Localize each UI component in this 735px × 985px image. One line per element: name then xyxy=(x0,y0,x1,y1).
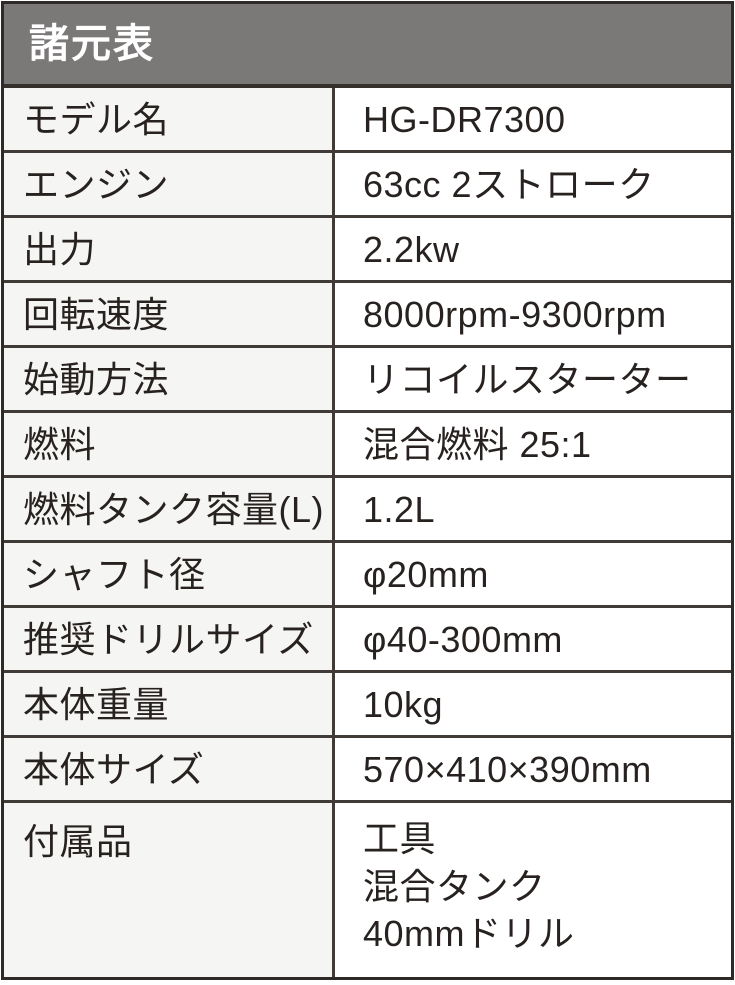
spec-value: φ40-300mm xyxy=(335,608,731,670)
spec-row: 推奨ドリルサイズ φ40-300mm xyxy=(4,608,731,673)
spec-row: 本体サイズ 570×410×390mm xyxy=(4,738,731,803)
spec-value: φ20mm xyxy=(335,543,731,605)
spec-label: 回転速度 xyxy=(4,283,335,345)
spec-value: 570×410×390mm xyxy=(335,738,731,800)
spec-value: 2.2kw xyxy=(335,218,731,280)
spec-row: 燃料 混合燃料 25:1 xyxy=(4,413,731,478)
spec-row: 付属品 工具 混合タンク 40mmドリル xyxy=(4,803,731,977)
spec-value: 10kg xyxy=(335,673,731,735)
spec-row: シャフト径 φ20mm xyxy=(4,543,731,608)
spec-value: 工具 混合タンク 40mmドリル xyxy=(335,803,731,977)
spec-label: シャフト径 xyxy=(4,543,335,605)
spec-value: リコイルスターター xyxy=(335,348,731,410)
spec-row: 燃料タンク容量(L) 1.2L xyxy=(4,478,731,543)
spec-label: 燃料タンク容量(L) xyxy=(4,478,335,540)
spec-row: エンジン 63cc 2ストローク xyxy=(4,153,731,218)
spec-row: 出力 2.2kw xyxy=(4,218,731,283)
spec-label: 出力 xyxy=(4,218,335,280)
spec-row: モデル名 HG-DR7300 xyxy=(4,88,731,153)
spec-value: 63cc 2ストローク xyxy=(335,153,731,215)
spec-label: 本体サイズ xyxy=(4,738,335,800)
spec-label: エンジン xyxy=(4,153,335,215)
spec-label: 推奨ドリルサイズ xyxy=(4,608,335,670)
spec-value: 1.2L xyxy=(335,478,731,540)
spec-label: 本体重量 xyxy=(4,673,335,735)
spec-value: HG-DR7300 xyxy=(335,88,731,150)
spec-value: 8000rpm-9300rpm xyxy=(335,283,731,345)
spec-label: 付属品 xyxy=(4,803,335,977)
spec-label: モデル名 xyxy=(4,88,335,150)
spec-table-header: 諸元表 xyxy=(4,4,731,88)
spec-row: 本体重量 10kg xyxy=(4,673,731,738)
spec-value: 混合燃料 25:1 xyxy=(335,413,731,475)
spec-row: 回転速度 8000rpm-9300rpm xyxy=(4,283,731,348)
spec-table-title: 諸元表 xyxy=(29,22,155,66)
spec-label: 始動方法 xyxy=(4,348,335,410)
spec-rows: モデル名 HG-DR7300 エンジン 63cc 2ストローク 出力 2.2kw… xyxy=(4,88,731,977)
spec-row: 始動方法 リコイルスターター xyxy=(4,348,731,413)
spec-label: 燃料 xyxy=(4,413,335,475)
